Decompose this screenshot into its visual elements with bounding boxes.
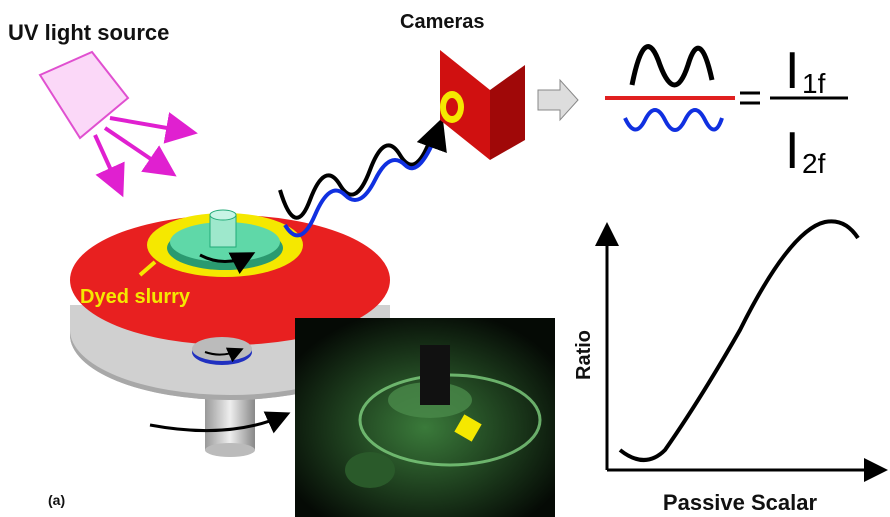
dyed-slurry-label: Dyed slurry (80, 286, 191, 308)
uv-source-label: UV light source (8, 20, 169, 45)
numerator-sub: 1f (802, 68, 826, 99)
panel-label: (a) (48, 492, 65, 508)
uv-lamp (38, 50, 198, 198)
photo (295, 318, 555, 517)
denominator-sub: 2f (802, 148, 826, 179)
denominator: I (785, 122, 799, 180)
emission-waves (278, 117, 447, 238)
equation-waves (605, 44, 848, 132)
ratio-plot (595, 219, 888, 482)
camera (440, 50, 579, 160)
x-axis-label: Passive Scalar (663, 490, 818, 515)
cameras-label: Cameras (400, 11, 485, 33)
numerator: I (785, 42, 799, 100)
y-axis-label: Ratio (573, 330, 595, 380)
